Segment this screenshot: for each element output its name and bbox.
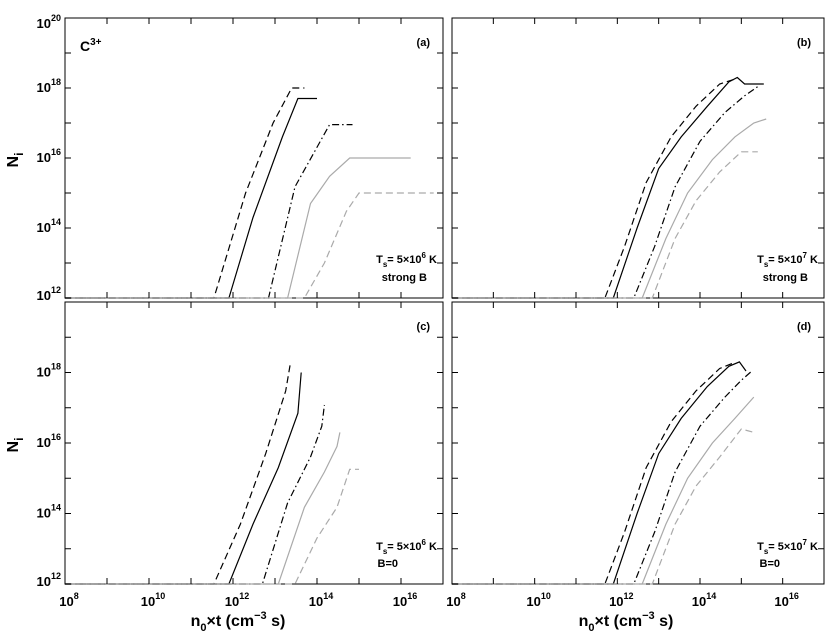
panel-a-y-tick-label: 1018 <box>37 77 61 95</box>
panel-c-x-tick-label: 108 <box>59 591 78 609</box>
panel-c-y-tick-label: 1012 <box>37 571 61 589</box>
panel-a-species-label: C3+ <box>80 37 102 54</box>
panel-b-label: (b) <box>797 37 811 49</box>
panel-b-condition: strong B <box>763 272 808 284</box>
panel-a-series-solid-gray <box>65 157 411 299</box>
panel-a-marks: 1012 1014 1016 1018 1020 <box>37 13 444 303</box>
panel-c-x-tick-label: 1014 <box>309 591 333 609</box>
panel-d-x-tick-label: 1016 <box>774 591 798 609</box>
panel-c-temperature: Ts= 5×106 K <box>376 538 437 556</box>
panel-d-series-dashdot-black <box>452 370 753 585</box>
panel-d-x-tick-label: 1014 <box>692 591 716 609</box>
panel-d-temperature: Ts= 5×107 K <box>757 538 818 556</box>
panel-a-series-dashdot-black <box>65 123 353 299</box>
panel-d: 108 1010 1012 1014 1016 (d) Ts= 5×107 K B=0 <box>446 301 825 609</box>
panel-b-series-dashed-gray <box>452 151 758 299</box>
panel-c-x-tick-label: 1012 <box>225 591 249 609</box>
panel-b-temperature: Ts= 5×107 K <box>757 251 818 269</box>
panel-b: (b) Ts= 5×107 K strong B <box>451 17 825 299</box>
panel-d-label: (d) <box>797 321 811 333</box>
panel-a-condition: strong B <box>382 272 427 284</box>
panel-a-series-dashed-black <box>65 87 305 299</box>
panel-d-x-tick-label: 1012 <box>609 591 633 609</box>
panel-c-label: (c) <box>417 321 431 333</box>
panel-c-x-tick-label: 1010 <box>141 591 165 609</box>
panel-c-y-tick-label: 1016 <box>37 432 61 450</box>
panel-b-series-dashdot-black <box>452 86 759 299</box>
y-axis-label-top: Ni <box>5 153 26 168</box>
panel-c-series-solid-gray <box>65 432 341 585</box>
panel-c-y-tick-label: 1014 <box>37 503 61 521</box>
panel-a: 1012 1014 1016 1018 1020 C3+ (a) Ts= 5×106 K… <box>37 13 444 303</box>
panel-a-y-tick-label: 1012 <box>37 285 61 303</box>
panel-c-condition: B=0 <box>378 558 399 570</box>
panel-d-series-solid-black <box>452 361 747 585</box>
panel-a-y-tick-label: 1020 <box>37 13 61 31</box>
panel-a-label: (a) <box>417 37 431 49</box>
x-axis-label-left: n0×t (cm−3 s) <box>191 610 286 634</box>
panel-d-series-dashed-black <box>452 362 733 585</box>
panel-a-temperature: Ts= 5×106 K <box>376 251 437 269</box>
panel-b-series-dashed-black <box>452 78 736 299</box>
panel-d-x-tick-label: 1010 <box>526 591 550 609</box>
panel-a-series-dashed-gray <box>65 192 434 299</box>
panel-b-marks <box>451 17 825 299</box>
panel-a-y-tick-label: 1014 <box>37 217 61 235</box>
panel-d-marks: 108 1010 1012 1014 1016 <box>446 301 825 609</box>
panel-d-condition: B=0 <box>760 558 781 570</box>
panel-c-y-tick-label: 1018 <box>37 362 61 380</box>
panel-c-x-tick-label: 1016 <box>393 591 417 609</box>
panel-a-series-solid-black <box>65 97 317 299</box>
panel-b-series-solid-gray <box>452 118 767 299</box>
panel-c-series-dashdot-black <box>65 404 325 585</box>
y-axis-label-bottom: Ni <box>5 438 26 453</box>
panel-d-x-tick-label: 108 <box>446 591 465 609</box>
panel-c-marks: 1012 1014 1016 1018 108 1010 1012 1014 1016 <box>37 301 444 609</box>
panel-c-series-dashed-gray <box>65 468 359 585</box>
x-axis-label-right: n0×t (cm−3 s) <box>579 610 674 634</box>
panel-b-series-solid-black <box>452 76 764 299</box>
panel-c-series-solid-black <box>65 372 302 585</box>
panel-d-series-dashed-gray <box>452 428 754 585</box>
panel-c-series-dashed-black <box>65 364 291 585</box>
panel-a-y-tick-label: 1016 <box>37 147 61 165</box>
panel-d-series-solid-gray <box>452 396 755 585</box>
